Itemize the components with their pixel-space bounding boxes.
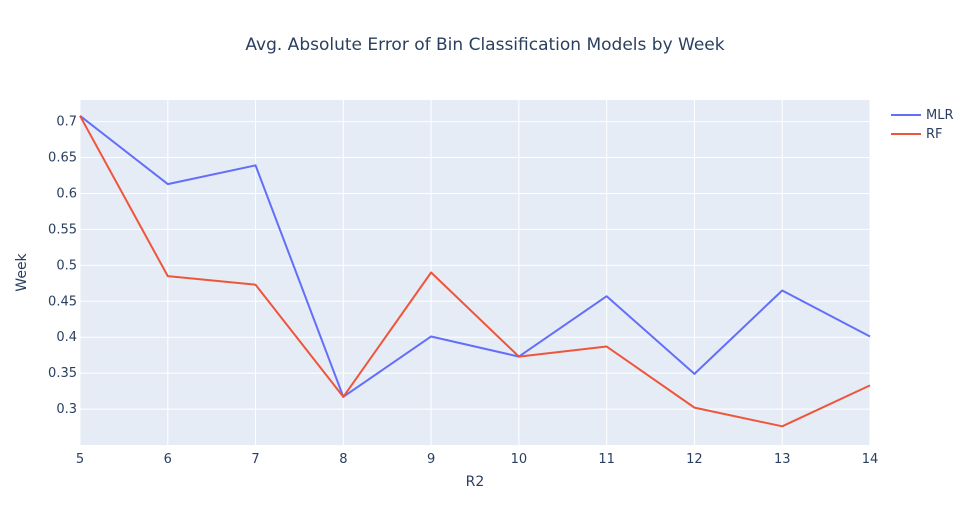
legend-label-rf: RF bbox=[926, 127, 943, 142]
legend-label-mlr: MLR bbox=[926, 108, 954, 123]
x-tick-label: 13 bbox=[774, 452, 791, 467]
y-tick-label: 0.45 bbox=[48, 294, 77, 309]
y-tick-label: 0.3 bbox=[56, 402, 77, 417]
plot-area bbox=[80, 100, 870, 445]
x-tick-label: 5 bbox=[76, 452, 84, 467]
y-tick-label: 0.65 bbox=[48, 151, 77, 166]
series-line-mlr bbox=[79, 115, 871, 398]
y-tick-label: 0.35 bbox=[48, 366, 77, 381]
series-line-rf bbox=[79, 115, 871, 428]
legend: MLR RF bbox=[891, 108, 954, 142]
x-tick-label: 9 bbox=[427, 452, 435, 467]
y-tick-label: 0.4 bbox=[56, 330, 77, 345]
y-tick-label: 0.5 bbox=[56, 258, 77, 273]
x-tick-label: 7 bbox=[251, 452, 259, 467]
chart-title: Avg. Absolute Error of Bin Classificatio… bbox=[245, 35, 724, 55]
y-tick-label: 0.7 bbox=[56, 115, 77, 130]
x-tick-label: 10 bbox=[511, 452, 528, 467]
y-axis-ticks: 0.3 0.35 0.4 0.45 0.5 0.55 0.6 0.65 0.7 bbox=[48, 115, 77, 418]
x-tick-label: 6 bbox=[164, 452, 172, 467]
x-axis-ticks: 5 6 7 8 9 10 11 12 13 14 bbox=[76, 452, 878, 467]
y-tick-label: 0.55 bbox=[48, 222, 77, 237]
x-tick-label: 12 bbox=[686, 452, 703, 467]
y-axis-label: Week bbox=[14, 252, 30, 291]
x-tick-label: 8 bbox=[339, 452, 347, 467]
y-tick-label: 0.6 bbox=[56, 186, 77, 201]
x-tick-label: 14 bbox=[862, 452, 879, 467]
series-layer bbox=[79, 115, 871, 428]
y-gridlines bbox=[80, 121, 870, 410]
x-tick-label: 11 bbox=[598, 452, 615, 467]
x-axis-label: R2 bbox=[466, 474, 485, 490]
